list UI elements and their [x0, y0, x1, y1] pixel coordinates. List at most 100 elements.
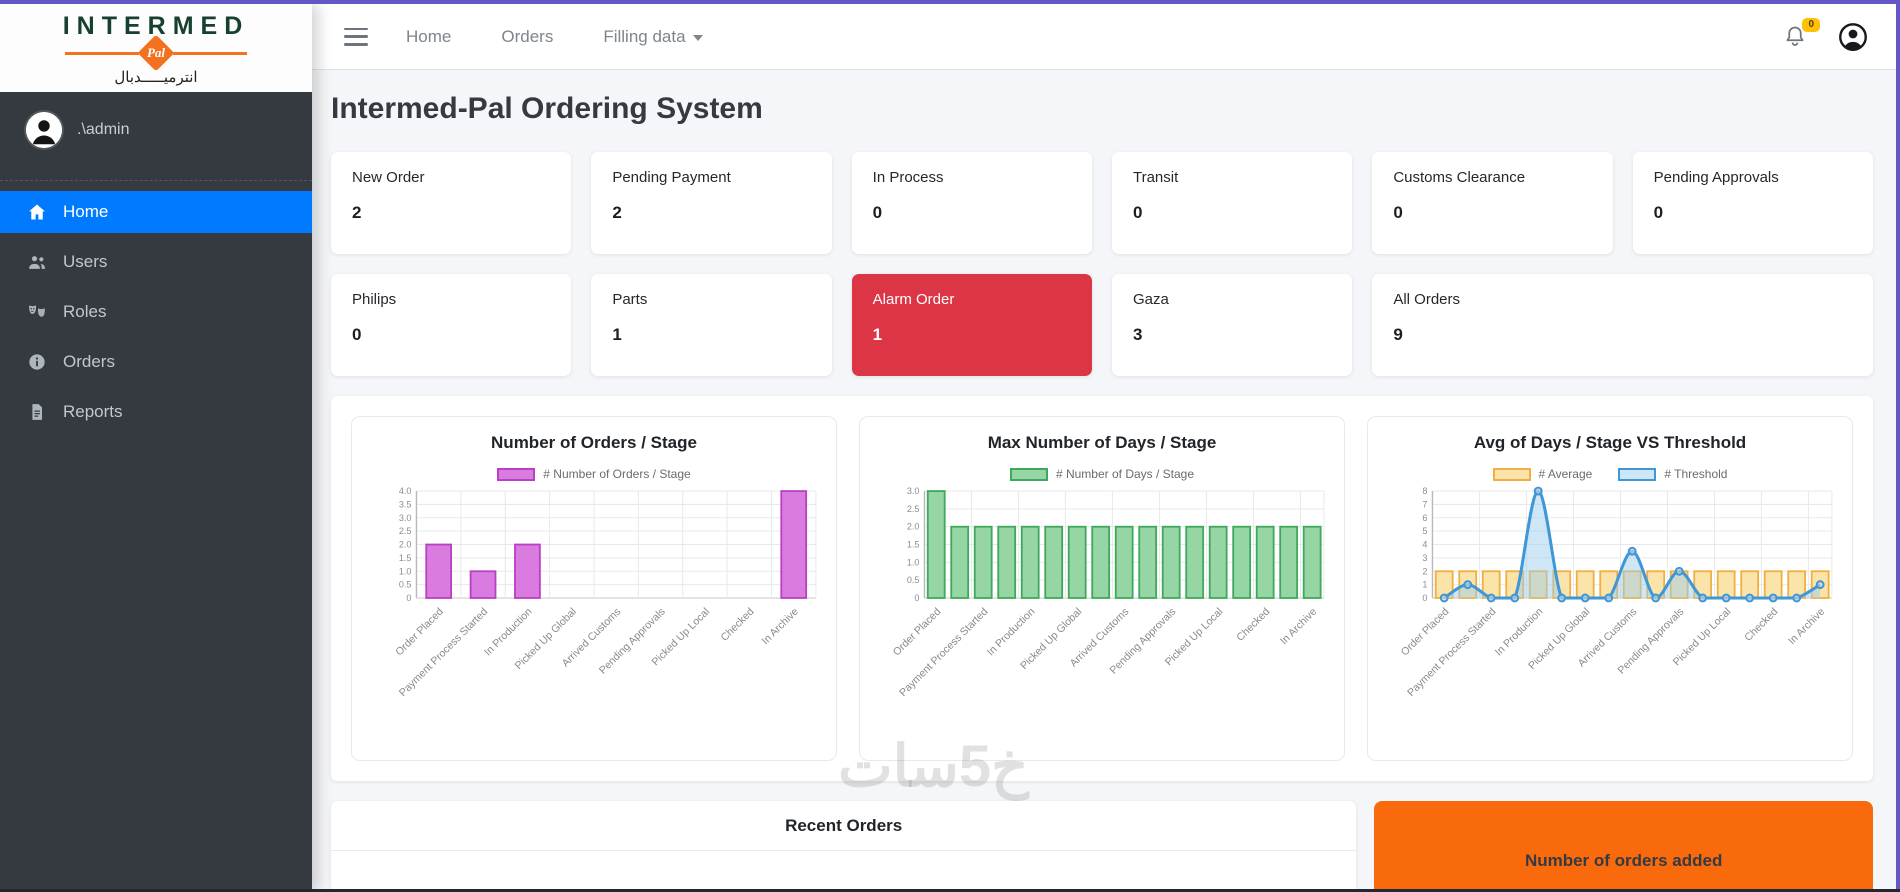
nav-link-label: Home: [406, 26, 452, 46]
svg-text:1.5: 1.5: [907, 540, 920, 550]
stat-card-all-orders[interactable]: All Orders 9: [1372, 274, 1873, 376]
stat-card-gaza[interactable]: Gaza 3: [1111, 274, 1353, 376]
svg-text:0: 0: [406, 593, 411, 603]
nav-link-filling-data[interactable]: Filling data: [603, 27, 703, 47]
brand-logo-arabic: انترميـــــدبال: [114, 69, 198, 86]
brand-logo-rule: Pal: [65, 34, 247, 72]
bar: [514, 543, 541, 599]
person-icon: [26, 112, 62, 148]
line-marker: [1580, 593, 1590, 603]
legend-swatch: [1492, 467, 1531, 481]
hamburger-menu-icon[interactable]: [344, 27, 368, 46]
legend-label: # Number of Orders / Stage: [543, 467, 691, 481]
sidebar-item-label: Home: [63, 202, 109, 221]
bar: [1091, 525, 1111, 599]
sidebar-item-users[interactable]: Users: [0, 241, 312, 283]
topnav-links: Home Orders Filling data: [406, 27, 753, 47]
svg-text:2.5: 2.5: [399, 526, 412, 536]
chart-title: Max Number of Days / Stage: [987, 433, 1217, 452]
legend-item[interactable]: # Average: [1492, 467, 1593, 481]
line-marker: [1674, 566, 1684, 576]
stat-card-label: Pending Payment: [612, 169, 731, 186]
line-marker: [1486, 593, 1496, 603]
bell-icon: [1786, 26, 1804, 46]
stat-card-value: 1: [872, 325, 883, 344]
legend-item[interactable]: # Threshold: [1618, 467, 1727, 481]
stat-card-customs-clearance[interactable]: Customs Clearance 0: [1372, 152, 1613, 254]
svg-text:1.0: 1.0: [907, 557, 920, 567]
window-edge-top: [0, 0, 1900, 4]
svg-text:8: 8: [1422, 486, 1427, 496]
svg-text:0: 0: [914, 593, 919, 603]
svg-text:2.0: 2.0: [399, 540, 412, 550]
masks-icon: [27, 302, 47, 322]
window-edge-bottom: [0, 889, 1900, 892]
stat-card-new-order[interactable]: New Order 2: [331, 152, 572, 254]
bar: [425, 543, 452, 599]
stat-cards-row-1: New Order 2 Pending Payment 2 In Process 0 Tra…: [331, 152, 1873, 254]
stat-card-label: All Orders: [1393, 291, 1461, 308]
legend-label: # Threshold: [1664, 467, 1728, 481]
brand-logo[interactable]: INTERMED Pal انترميـــــدبال: [0, 4, 312, 92]
notifications-button[interactable]: 0: [1782, 17, 1820, 50]
stat-card-value: 1: [612, 325, 622, 344]
sidebar-item-label: Users: [63, 252, 108, 271]
stat-card-value: 2: [612, 203, 622, 222]
user-menu-button[interactable]: [1838, 22, 1868, 52]
stat-card-pending-approvals[interactable]: Pending Approvals 0: [1632, 152, 1873, 254]
line-marker: [1815, 580, 1825, 590]
charts-panel: Number of Orders / Stage # Number of Orde…: [331, 396, 1873, 781]
chart-card-1: Max Number of Days / Stage # Number of Da…: [859, 416, 1345, 761]
sidebar-item-roles[interactable]: Roles: [0, 291, 312, 333]
sidebar-item-orders[interactable]: Orders: [0, 341, 312, 383]
brand-logo-word: INTERMED: [62, 12, 250, 40]
notification-badge: 0: [1802, 17, 1820, 32]
stat-card-label: New Order: [352, 169, 425, 186]
logo-pal-text: Pal: [146, 45, 166, 60]
legend-label: # Average: [1538, 467, 1593, 481]
stat-cards-row-2: Philips 0 Parts 1 Alarm Order 1 Gaza 3 All Order…: [331, 274, 1873, 376]
window-edge-right: [1896, 0, 1900, 892]
svg-text:3: 3: [1422, 553, 1427, 563]
recent-orders-title: Recent Orders: [331, 801, 1357, 851]
legend-item[interactable]: # Number of Orders / Stage: [497, 467, 691, 481]
logo-pal-diamond: Pal: [137, 34, 175, 72]
stat-card-value: 0: [872, 203, 883, 222]
sidebar-user-panel: .\admin: [0, 92, 312, 168]
line-marker: [1439, 593, 1449, 603]
svg-text:3.5: 3.5: [399, 499, 412, 509]
stat-card-label: Parts: [612, 291, 648, 308]
stat-card-pending-payment[interactable]: Pending Payment 2: [591, 152, 832, 254]
stat-card-philips[interactable]: Philips 0: [331, 274, 572, 376]
x-axis-label: Order Placed: [1399, 606, 1452, 659]
sidebar-item-home[interactable]: Home: [0, 191, 312, 233]
chart-legend: # Number of Days / Stage: [870, 467, 1334, 481]
svg-text:1: 1: [1422, 580, 1427, 590]
report-icon: [27, 402, 47, 422]
bar: [1302, 525, 1322, 599]
sidebar: INTERMED Pal انترميـــــدبال .\admin Hom…: [0, 4, 312, 892]
avatar[interactable]: [26, 112, 62, 148]
nav-link-label: Orders: [501, 26, 554, 46]
stat-card-transit[interactable]: Transit 0: [1111, 152, 1353, 254]
svg-text:3.0: 3.0: [907, 486, 920, 496]
svg-text:4: 4: [1422, 540, 1427, 550]
sidebar-user-name[interactable]: .\admin: [77, 121, 130, 138]
stat-card-alarm-order[interactable]: Alarm Order 1: [851, 274, 1092, 376]
nav-link-home[interactable]: Home: [406, 27, 451, 47]
nav-link-orders[interactable]: Orders: [501, 27, 553, 47]
logo-rule-right: [173, 51, 247, 55]
chart-card-0: Number of Orders / Stage # Number of Orde…: [351, 416, 837, 761]
svg-text:3.0: 3.0: [399, 513, 412, 523]
stat-card-parts[interactable]: Parts 1: [591, 274, 832, 376]
stat-card-label: In Process: [872, 169, 944, 186]
line-marker: [1651, 593, 1661, 603]
sidebar-item-reports[interactable]: Reports: [0, 391, 312, 433]
sidebar-item-label: Reports: [63, 402, 123, 421]
stat-card-in-process[interactable]: In Process 0: [851, 152, 1092, 254]
legend-item[interactable]: # Number of Days / Stage: [1009, 467, 1194, 481]
sidebar-item-label: Orders: [63, 352, 115, 371]
chart-title: Number of Orders / Stage: [491, 433, 697, 452]
line-marker: [1463, 580, 1473, 590]
